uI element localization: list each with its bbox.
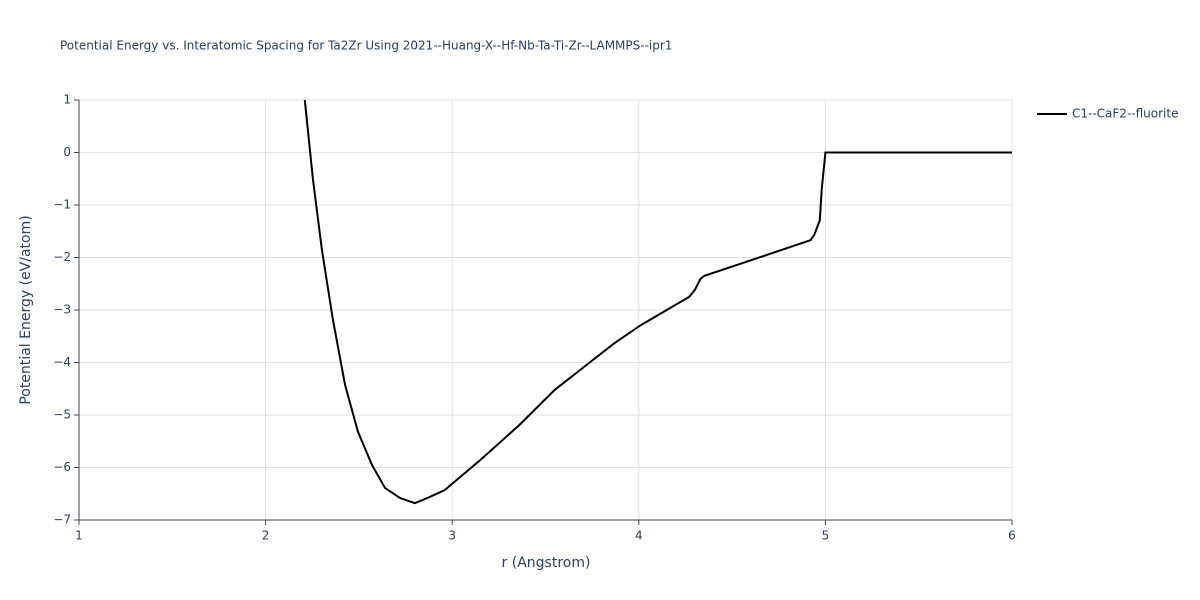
y-tick-label: −6 (53, 460, 71, 474)
chart-title: Potential Energy vs. Interatomic Spacing… (60, 39, 672, 53)
y-tick-label: −3 (53, 303, 71, 317)
y-tick-label: −1 (53, 198, 71, 212)
y-tick-label: −5 (53, 408, 71, 422)
y-tick-label: 0 (63, 145, 71, 159)
x-axis-label: r (Angstrom) (502, 555, 591, 571)
y-tick-label: −4 (53, 355, 71, 369)
legend-label: C1--CaF2--fluorite (1072, 107, 1178, 121)
x-tick-label: 6 (1008, 529, 1016, 543)
x-tick-label: 2 (262, 529, 270, 543)
x-tick-label: 3 (448, 529, 456, 543)
y-tick-label: −7 (53, 513, 71, 527)
x-tick-label: 5 (822, 529, 830, 543)
line-series (303, 100, 1012, 505)
y-tick-label: −2 (53, 250, 71, 264)
y-axis-label: Potential Energy (eV/atom) (18, 215, 34, 404)
x-tick-label: 1 (75, 529, 83, 543)
x-tick-label: 4 (635, 529, 643, 543)
y-tick-label: 1 (63, 93, 71, 107)
